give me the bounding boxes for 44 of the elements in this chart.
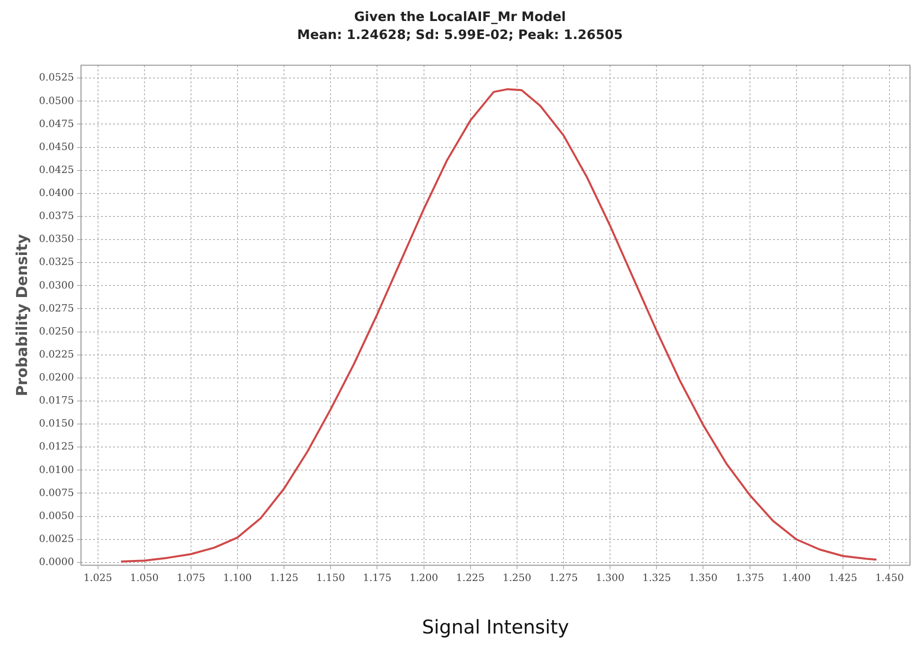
x-tick-label: 1.325 xyxy=(642,572,671,584)
x-tick-label: 1.450 xyxy=(875,572,904,584)
y-tick-label: 0.0300 xyxy=(38,280,74,292)
x-tick-label: 1.200 xyxy=(409,572,438,584)
y-tick-label: 0.0425 xyxy=(38,164,74,176)
y-tick-label: 0.0325 xyxy=(38,257,74,268)
y-axis-title: Probability Density xyxy=(12,234,31,396)
y-tick-label: 0.0350 xyxy=(38,234,74,246)
y-tick-label: 0.0125 xyxy=(38,442,74,453)
x-tick-label: 1.425 xyxy=(828,572,858,584)
x-tick-label: 1.100 xyxy=(223,572,252,584)
y-tick-label: 0.0250 xyxy=(38,326,74,338)
x-tick-label: 1.250 xyxy=(502,572,532,584)
y-tick-label: 0.0275 xyxy=(38,303,74,314)
y-tick-label: 0.0150 xyxy=(38,418,74,430)
y-tick-label: 0.0200 xyxy=(38,372,74,384)
y-tick-label: 0.0450 xyxy=(38,142,74,153)
y-tick-label: 0.0000 xyxy=(38,557,74,568)
x-tick-label: 1.150 xyxy=(316,572,345,584)
y-tick-label: 0.0175 xyxy=(38,396,74,407)
x-tick-label: 1.275 xyxy=(549,572,578,584)
y-tick-label: 0.0400 xyxy=(38,188,74,200)
y-tick-label: 0.0075 xyxy=(38,488,74,499)
x-tick-label: 1.350 xyxy=(688,572,718,584)
y-tick-label: 0.0500 xyxy=(38,96,74,107)
y-tick-label: 0.0025 xyxy=(38,534,74,545)
y-tick-label: 0.0225 xyxy=(38,349,74,360)
y-tick-label: 0.0375 xyxy=(38,211,74,222)
chart-title: Given the LocalAIF_Mr Model xyxy=(354,10,566,26)
y-tick-label: 0.0100 xyxy=(38,464,74,476)
x-axis-title: Signal Intensity xyxy=(422,616,570,639)
chart-subtitle: Mean: 1.24628; Sd: 5.99E-02; Peak: 1.26505 xyxy=(297,28,623,43)
x-tick-label: 1.125 xyxy=(270,572,298,584)
x-tick-label: 1.375 xyxy=(735,572,764,584)
y-tick-label: 0.0475 xyxy=(38,118,74,130)
x-tick-label: 1.225 xyxy=(456,572,485,584)
x-tick-label: 1.025 xyxy=(83,572,112,584)
x-tick-label: 1.075 xyxy=(176,572,206,584)
x-tick-label: 1.300 xyxy=(596,572,624,584)
y-tick-label: 0.0525 xyxy=(38,72,74,84)
x-tick-label: 1.400 xyxy=(782,572,811,584)
x-tick-label: 1.175 xyxy=(362,572,392,584)
y-tick-label: 0.0050 xyxy=(38,510,74,522)
x-tick-label: 1.050 xyxy=(130,572,159,584)
